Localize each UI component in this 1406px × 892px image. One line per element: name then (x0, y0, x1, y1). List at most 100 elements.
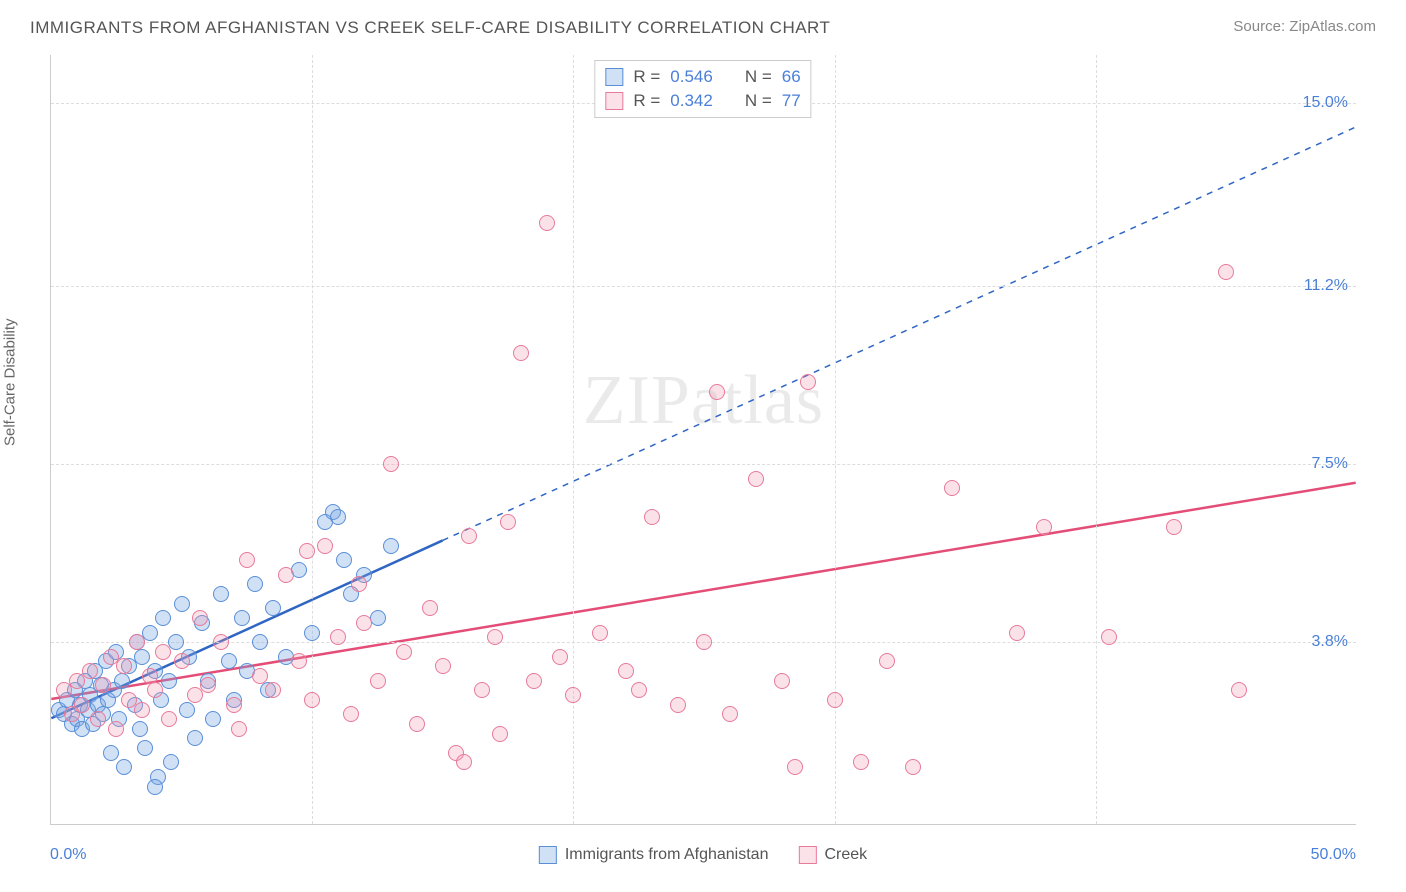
scatter-point (500, 514, 516, 530)
y-tick-label: 7.5% (1312, 455, 1348, 473)
trend-lines-layer (51, 55, 1356, 824)
scatter-point (644, 509, 660, 525)
scatter-point (539, 215, 555, 231)
y-tick-label: 3.8% (1312, 633, 1348, 651)
scatter-point (155, 644, 171, 660)
chart-title: IMMIGRANTS FROM AFGHANISTAN VS CREEK SEL… (30, 18, 830, 38)
scatter-point (526, 673, 542, 689)
n-label: N = (745, 67, 772, 87)
scatter-point (709, 384, 725, 400)
scatter-point (226, 697, 242, 713)
scatter-point (90, 711, 106, 727)
scatter-point (147, 682, 163, 698)
scatter-point (114, 673, 130, 689)
scatter-point (137, 740, 153, 756)
scatter-point (161, 711, 177, 727)
scatter-point (134, 702, 150, 718)
source-label: Source: (1233, 18, 1285, 35)
scatter-point (278, 567, 294, 583)
x-axis-max-label: 50.0% (1311, 846, 1356, 864)
scatter-point (161, 673, 177, 689)
scatter-point (905, 759, 921, 775)
scatter-point (252, 634, 268, 650)
scatter-point (95, 677, 111, 693)
scatter-point (696, 634, 712, 650)
scatter-point (631, 682, 647, 698)
scatter-point (343, 706, 359, 722)
scatter-point (492, 726, 508, 742)
scatter-point (317, 538, 333, 554)
scatter-point (234, 610, 250, 626)
scatter-point (1166, 519, 1182, 535)
stat-legend-row: R = 0.546 N = 66 (605, 65, 800, 89)
correlation-stats-legend: R =0.546N =66R =0.342N =77 (594, 60, 811, 118)
scatter-point (168, 634, 184, 650)
scatter-point (213, 586, 229, 602)
scatter-point (179, 702, 195, 718)
scatter-point (304, 625, 320, 641)
n-label: N = (745, 91, 772, 111)
gridline-h (51, 464, 1356, 465)
scatter-point (879, 653, 895, 669)
scatter-point (787, 759, 803, 775)
scatter-point (330, 629, 346, 645)
scatter-point (247, 576, 263, 592)
scatter-point (422, 600, 438, 616)
y-tick-label: 11.2% (1304, 277, 1348, 295)
x-axis-min-label: 0.0% (50, 846, 86, 864)
n-value: 77 (782, 91, 801, 111)
scatter-point (1231, 682, 1247, 698)
scatter-point (435, 658, 451, 674)
scatter-point (330, 509, 346, 525)
scatter-point (351, 576, 367, 592)
y-tick-label: 15.0% (1303, 94, 1348, 112)
scatter-point (213, 634, 229, 650)
legend-item: Creek (798, 846, 867, 864)
scatter-point (103, 745, 119, 761)
scatter-point (474, 682, 490, 698)
scatter-point (456, 754, 472, 770)
scatter-point (142, 625, 158, 641)
scatter-point (461, 528, 477, 544)
scatter-point (221, 653, 237, 669)
scatter-point (722, 706, 738, 722)
y-axis-label: Self-Care Disability (2, 318, 19, 446)
legend-label: Immigrants from Afghanistan (565, 846, 769, 864)
stat-legend-row: R =0.342N =77 (605, 89, 800, 113)
scatter-point (252, 668, 268, 684)
scatter-plot-area: ZIPatlas 3.8% 7.5% 11.2% 15.0% (50, 55, 1356, 825)
source-attribution: Source: ZipAtlas.com (1233, 18, 1376, 35)
scatter-point (265, 682, 281, 698)
scatter-point (592, 625, 608, 641)
scatter-point (187, 730, 203, 746)
legend-swatch (798, 846, 816, 864)
scatter-point (1101, 629, 1117, 645)
legend-swatch (605, 92, 623, 110)
r-label: R = (633, 91, 660, 111)
scatter-point (82, 663, 98, 679)
r-label: R = (633, 67, 660, 87)
scatter-point (116, 658, 132, 674)
n-value: 66 (782, 67, 801, 87)
scatter-point (200, 677, 216, 693)
scatter-point (774, 673, 790, 689)
gridline-v (1096, 55, 1097, 824)
source-link[interactable]: ZipAtlas.com (1289, 18, 1376, 35)
scatter-point (487, 629, 503, 645)
r-value: 0.546 (670, 67, 713, 87)
scatter-point (670, 697, 686, 713)
scatter-point (396, 644, 412, 660)
scatter-point (134, 649, 150, 665)
scatter-point (163, 754, 179, 770)
legend-item: Immigrants from Afghanistan (539, 846, 769, 864)
scatter-point (174, 596, 190, 612)
scatter-point (370, 673, 386, 689)
scatter-point (748, 471, 764, 487)
gridline-v (312, 55, 313, 824)
scatter-point (74, 697, 90, 713)
watermark-text: ZIPatlas (583, 361, 824, 441)
scatter-point (618, 663, 634, 679)
scatter-point (800, 374, 816, 390)
scatter-point (205, 711, 221, 727)
scatter-point (155, 610, 171, 626)
